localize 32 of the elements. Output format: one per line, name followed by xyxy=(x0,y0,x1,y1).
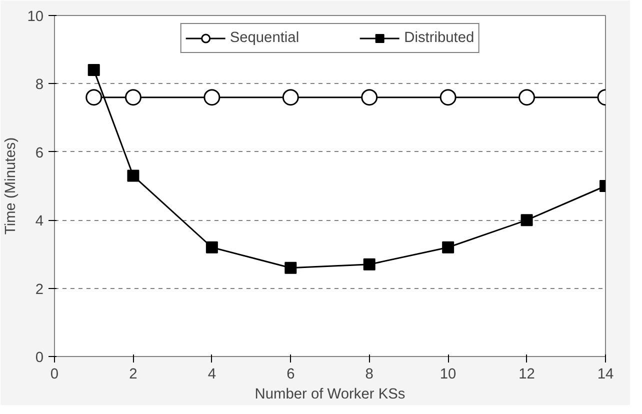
x-tick-label: 14 xyxy=(597,366,614,382)
point xyxy=(361,89,378,106)
point xyxy=(520,214,533,226)
point xyxy=(282,89,299,106)
point xyxy=(442,241,454,254)
x-tick-label: 12 xyxy=(518,366,535,382)
point xyxy=(440,89,456,106)
y-tick-label: 0 xyxy=(35,350,44,366)
x-tick-label: 10 xyxy=(440,366,456,382)
x-tick-label: 2 xyxy=(129,366,138,382)
point xyxy=(86,89,102,106)
x-tick-label: 6 xyxy=(286,366,295,382)
y-tick-label: 10 xyxy=(27,9,44,25)
y-tick-label: 2 xyxy=(35,282,44,298)
point xyxy=(124,89,142,106)
point xyxy=(518,89,536,106)
point xyxy=(88,64,100,76)
point xyxy=(206,241,218,254)
x-tick-label: 4 xyxy=(208,366,216,382)
point xyxy=(363,258,376,270)
x-tick-label: 8 xyxy=(365,366,374,382)
y-tick-label: 6 xyxy=(35,145,44,162)
legend-label: Distributed xyxy=(404,30,474,46)
y-tick-label: 4 xyxy=(35,214,44,230)
point xyxy=(127,170,140,182)
point xyxy=(284,262,297,274)
legend-label: Sequential xyxy=(230,30,300,46)
x-axis-title: Number of Worker KSs xyxy=(254,386,406,402)
y-axis-title: Time (Minutes) xyxy=(3,137,20,235)
x-tick-label: 0 xyxy=(50,366,59,382)
point xyxy=(204,89,220,106)
y-tick-label: 8 xyxy=(35,77,44,94)
